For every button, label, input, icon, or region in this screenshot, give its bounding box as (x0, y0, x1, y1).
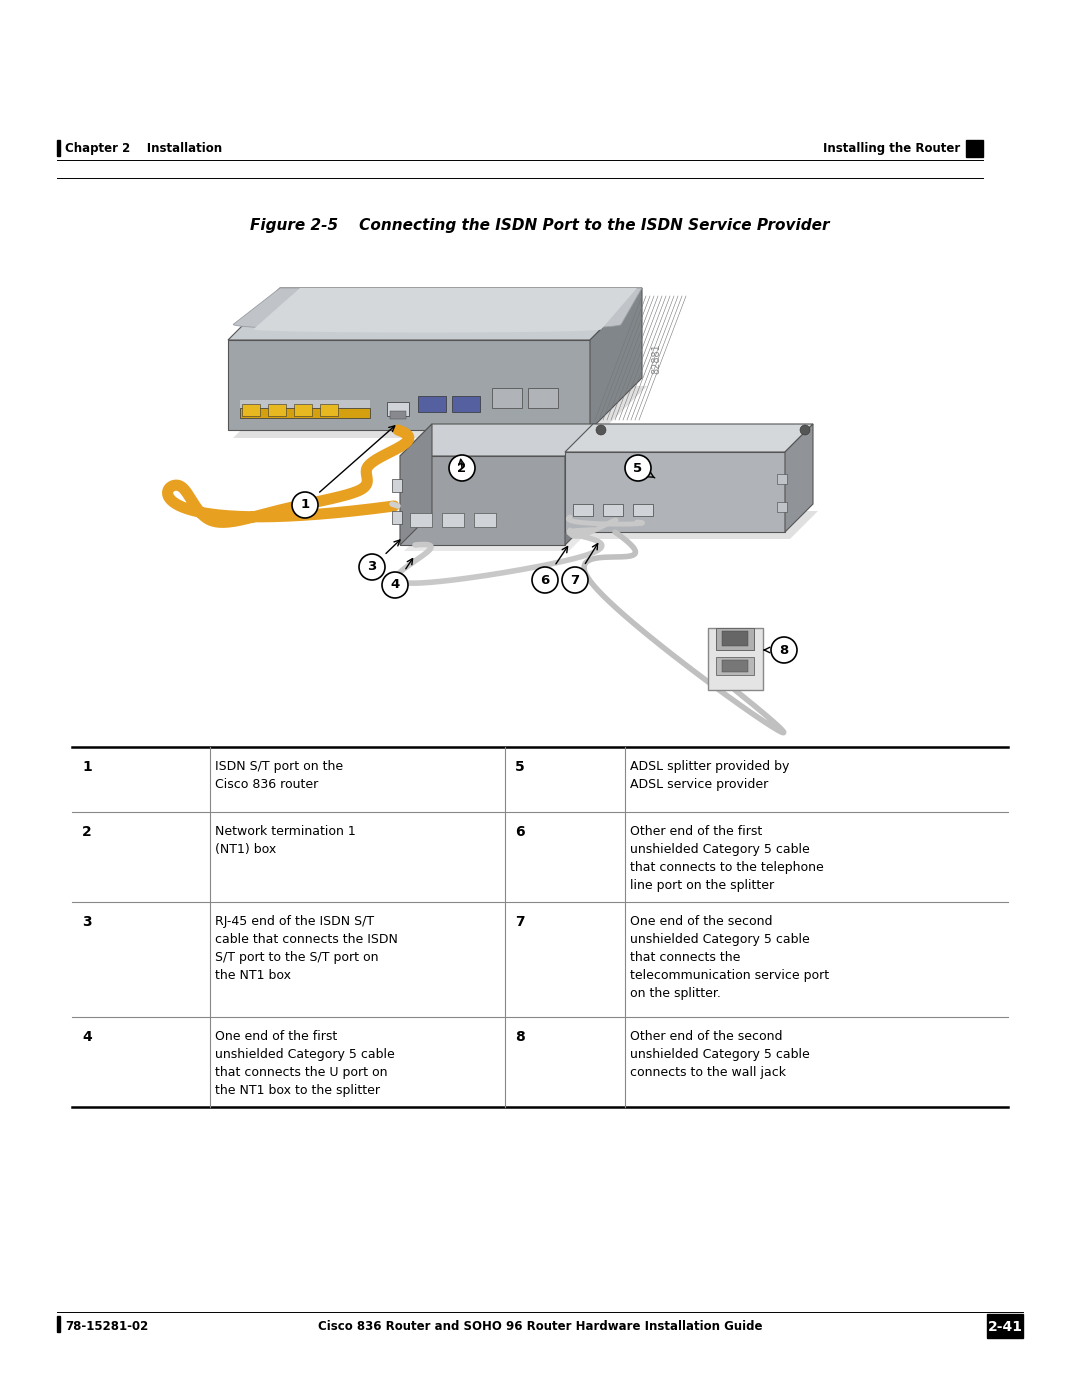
Circle shape (771, 637, 797, 664)
Text: 8: 8 (515, 1030, 525, 1044)
Text: One end of the second
unshielded Category 5 cable
that connects the
telecommunic: One end of the second unshielded Categor… (630, 915, 829, 1000)
Text: ADSL splitter provided by
ADSL service provider: ADSL splitter provided by ADSL service p… (630, 760, 789, 791)
Bar (392, 511, 402, 524)
Text: RJ-45 end of the ISDN S/T
cable that connects the ISDN
S/T port to the S/T port : RJ-45 end of the ISDN S/T cable that con… (215, 915, 397, 982)
Bar (633, 504, 653, 515)
Text: 6: 6 (540, 574, 550, 587)
Text: 5: 5 (634, 461, 643, 475)
Text: Network termination 1
(NT1) box: Network termination 1 (NT1) box (215, 826, 355, 856)
Bar (387, 402, 409, 416)
Circle shape (359, 555, 384, 580)
Bar (528, 388, 558, 408)
Bar (240, 408, 370, 418)
Text: Installing the Router: Installing the Router (823, 142, 960, 155)
Text: 82881: 82881 (651, 344, 661, 374)
Text: 7: 7 (515, 915, 525, 929)
Text: 8: 8 (780, 644, 788, 657)
Bar (573, 504, 593, 515)
Text: 6: 6 (515, 826, 525, 840)
Polygon shape (565, 425, 813, 453)
Text: 2: 2 (458, 461, 467, 475)
Bar (268, 404, 286, 416)
Bar (57, 140, 60, 156)
Text: 3: 3 (367, 560, 377, 574)
Bar (603, 504, 623, 515)
Polygon shape (400, 425, 432, 545)
Text: Other end of the first
unshielded Category 5 cable
that connects to the telephon: Other end of the first unshielded Catego… (630, 826, 824, 893)
Circle shape (800, 425, 810, 434)
Polygon shape (570, 511, 818, 539)
Bar (474, 513, 496, 527)
Polygon shape (400, 455, 565, 545)
Text: 4: 4 (82, 1030, 92, 1044)
Text: Cisco 836 Router and SOHO 96 Router Hardware Installation Guide: Cisco 836 Router and SOHO 96 Router Hard… (318, 1320, 762, 1333)
Bar (723, 659, 748, 672)
Text: 4: 4 (390, 578, 400, 591)
Text: 3: 3 (82, 915, 92, 929)
Bar (442, 513, 464, 527)
Bar (777, 502, 787, 511)
Polygon shape (228, 339, 590, 430)
Bar (492, 388, 522, 408)
Bar (987, 1315, 1023, 1338)
Polygon shape (253, 288, 637, 332)
Bar (453, 395, 480, 412)
Circle shape (292, 492, 318, 518)
Polygon shape (228, 288, 642, 339)
Bar (57, 1316, 60, 1331)
Text: ISDN S/T port on the
Cisco 836 router: ISDN S/T port on the Cisco 836 router (215, 760, 343, 791)
Polygon shape (233, 288, 642, 331)
Circle shape (625, 455, 651, 481)
Circle shape (562, 567, 588, 592)
Bar (966, 140, 983, 156)
Bar (320, 404, 338, 416)
Circle shape (382, 571, 408, 598)
Bar (240, 400, 370, 408)
Text: 7: 7 (570, 574, 580, 587)
Text: Chapter 2    Installation: Chapter 2 Installation (65, 142, 222, 155)
Circle shape (596, 425, 606, 434)
Polygon shape (565, 453, 785, 532)
Polygon shape (785, 425, 813, 532)
Polygon shape (565, 425, 597, 545)
Bar (418, 395, 446, 412)
Bar (410, 513, 432, 527)
Polygon shape (404, 520, 600, 550)
Bar (390, 411, 406, 419)
Text: 2-41: 2-41 (987, 1320, 1023, 1334)
Text: One end of the first
unshielded Category 5 cable
that connects the U port on
the: One end of the first unshielded Category… (215, 1030, 395, 1097)
Bar (716, 629, 754, 650)
Text: 1: 1 (300, 499, 310, 511)
Circle shape (532, 567, 558, 592)
Bar (294, 404, 312, 416)
Text: Figure 2-5    Connecting the ISDN Port to the ISDN Service Provider: Figure 2-5 Connecting the ISDN Port to t… (251, 218, 829, 233)
Bar (708, 629, 762, 690)
Polygon shape (400, 425, 597, 455)
Polygon shape (233, 386, 647, 439)
Circle shape (449, 455, 475, 481)
Bar (777, 474, 787, 483)
Polygon shape (590, 288, 642, 430)
Bar (723, 631, 748, 645)
Text: Other end of the second
unshielded Category 5 cable
connects to the wall jack: Other end of the second unshielded Categ… (630, 1030, 810, 1078)
Text: 5: 5 (515, 760, 525, 774)
Bar (392, 479, 402, 492)
Text: 1: 1 (82, 760, 92, 774)
Text: 2: 2 (82, 826, 92, 840)
Text: 78-15281-02: 78-15281-02 (65, 1320, 148, 1333)
Bar (242, 404, 260, 416)
Bar (716, 657, 754, 675)
